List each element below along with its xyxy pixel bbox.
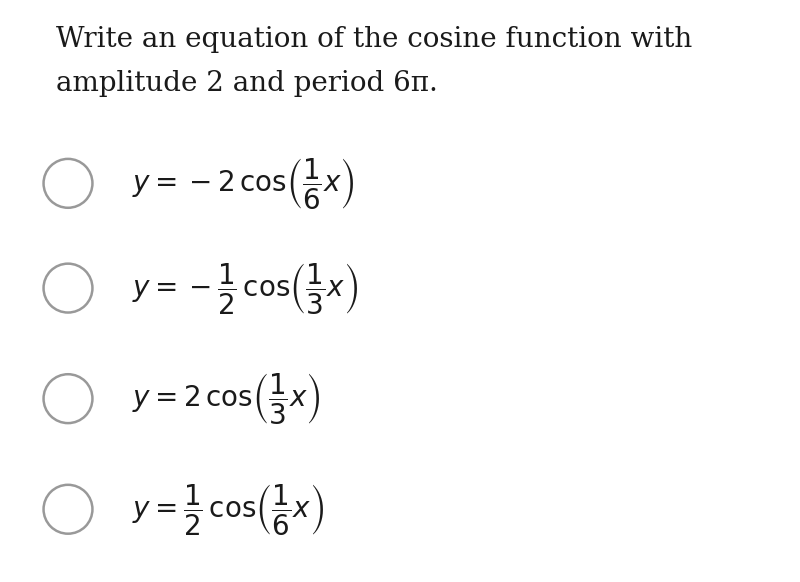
Text: $y = -\dfrac{1}{2}\,\mathrm{cos}\left(\dfrac{1}{3}x\right)$: $y = -\dfrac{1}{2}\,\mathrm{cos}\left(\d…: [132, 261, 358, 315]
Text: $y = \dfrac{1}{2}\,\mathrm{cos}\left(\dfrac{1}{6}x\right)$: $y = \dfrac{1}{2}\,\mathrm{cos}\left(\df…: [132, 482, 324, 537]
Text: $y = 2\,\mathrm{cos}\left(\dfrac{1}{3}x\right)$: $y = 2\,\mathrm{cos}\left(\dfrac{1}{3}x\…: [132, 371, 321, 426]
Text: Write an equation of the cosine function with: Write an equation of the cosine function…: [56, 26, 692, 53]
Text: $y = -2\,\mathrm{cos}\left(\dfrac{1}{6}x\right)$: $y = -2\,\mathrm{cos}\left(\dfrac{1}{6}x…: [132, 156, 354, 211]
Text: amplitude 2 and period 6π.: amplitude 2 and period 6π.: [56, 70, 438, 97]
